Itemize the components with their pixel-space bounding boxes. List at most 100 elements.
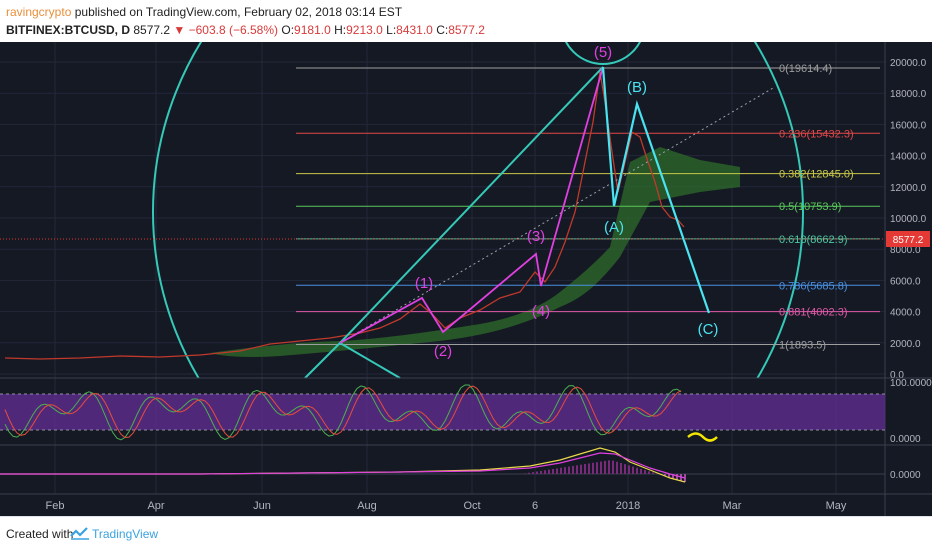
symbol-label[interactable]: BITFINEX:BTCUSD, D — [6, 23, 130, 37]
high-value: 9213.0 — [346, 23, 383, 37]
current-price-tag: 8577.2 — [886, 231, 930, 247]
price-series — [5, 72, 684, 359]
macd-histogram-bar — [620, 463, 622, 474]
ichimoku-cloud — [210, 147, 740, 357]
macd-histogram-bar — [628, 465, 630, 474]
time-axis[interactable]: Feb Apr Jun Aug Oct 6 2018 Mar May — [46, 500, 847, 512]
macd-histogram-bar — [528, 473, 530, 474]
time-tick-label: Mar — [723, 500, 742, 512]
time-tick-label: 2018 — [616, 500, 640, 512]
close-label: C: — [436, 23, 448, 37]
published-text: published on TradingView.com, February 0… — [75, 5, 402, 19]
time-tick-label: May — [826, 500, 847, 512]
price-tick-label: 14000.0 — [890, 152, 927, 163]
fib-level-label: 0.5(10753.9) — [779, 201, 841, 213]
correction-wave-label: (B) — [627, 79, 647, 96]
channel-line-low — [340, 343, 400, 378]
open-value: 9181.0 — [294, 23, 331, 37]
macd-histogram-bar — [632, 467, 634, 474]
impulse-wave-label: (1) — [415, 275, 433, 292]
macd-histogram-bar — [540, 471, 542, 474]
macd-line — [0, 448, 685, 482]
price-chart-svg[interactable]: 0(19614.4) 0.236(15432.3) 0.382(12845.0) 0.… — [0, 42, 932, 516]
macd-histogram-bar — [532, 472, 534, 474]
open-label: O: — [281, 23, 294, 37]
macd-histogram-bar — [548, 470, 550, 474]
macd-histogram-bar — [556, 468, 558, 474]
macd-histogram-bar — [652, 472, 654, 474]
macd-histogram-bar — [572, 466, 574, 474]
price-tick-label: 16000.0 — [890, 120, 927, 131]
fib-level-label: 0.881(4002.3) — [779, 307, 848, 319]
low-value: 8431.0 — [396, 23, 433, 37]
correction-wave-label: (C) — [698, 321, 719, 338]
macd-histogram-bar — [636, 468, 638, 474]
macd-histogram-bar — [584, 464, 586, 474]
fib-level-label: 0.382(12845.0) — [779, 169, 854, 181]
wave-labels: (1) (2) (3) (4) (5) (A) (B) (C) — [415, 44, 719, 360]
macd-histogram-bar — [536, 472, 538, 474]
impulse-wave-label: (2) — [434, 343, 452, 360]
chart-header: ravingcrypto published on TradingView.co… — [0, 0, 932, 42]
stoch-scale-0: 0.0000 — [890, 434, 921, 445]
macd-histogram-bar — [568, 467, 570, 474]
price-tick-label: 18000.0 — [890, 89, 927, 100]
symbol-line: BITFINEX:BTCUSD, D 8577.2 ▼ −603.8 (−6.5… — [6, 23, 485, 37]
time-tick-label: 6 — [532, 500, 538, 512]
publish-line: ravingcrypto published on TradingView.co… — [6, 5, 402, 19]
macd-scale-0: 0.0000 — [890, 470, 921, 481]
macd-histogram-bar — [552, 469, 554, 474]
macd-histogram-bar — [592, 463, 594, 474]
author-link[interactable]: ravingcrypto — [6, 5, 71, 19]
time-tick-label: Apr — [147, 500, 164, 512]
time-tick-label: Oct — [463, 500, 480, 512]
macd-histogram-bar — [648, 471, 650, 474]
stoch-projection — [688, 434, 717, 441]
low-label: L: — [386, 23, 396, 37]
tradingview-brand-link[interactable]: TradingView — [92, 527, 158, 541]
macd-histogram-bar — [588, 463, 590, 474]
chart-area[interactable]: 0(19614.4) 0.236(15432.3) 0.382(12845.0) 0.… — [0, 42, 932, 516]
stoch-scale-100: 100.0000 — [890, 378, 932, 389]
macd-histogram-bar — [580, 465, 582, 474]
impulse-wave-label: (4) — [532, 303, 550, 320]
macd-histogram-bar — [644, 470, 646, 474]
time-tick-label: Aug — [357, 500, 377, 512]
created-with-label: Created with — [6, 527, 73, 541]
tradingview-logo-icon — [70, 525, 90, 541]
macd-histogram-bar — [624, 464, 626, 474]
macd-histogram-bar — [676, 474, 678, 480]
macd-histogram-bar — [616, 462, 618, 474]
last-price: 8577.2 — [133, 23, 170, 37]
price-tick-label: 6000.0 — [890, 276, 921, 287]
time-tick-label: Feb — [46, 500, 65, 512]
time-tick-label: Jun — [253, 500, 271, 512]
impulse-wave-label: (3) — [527, 228, 545, 245]
fib-level-label: 0.236(15432.3) — [779, 128, 854, 140]
macd-histogram-bar — [564, 467, 566, 474]
macd-histogram-bar — [524, 473, 526, 474]
macd-histogram-bar — [596, 462, 598, 474]
macd-histogram-bar — [560, 468, 562, 474]
correction-wave-label: (A) — [604, 219, 624, 236]
macd-histogram-bar — [612, 461, 614, 474]
price-tick-label: 12000.0 — [890, 183, 927, 194]
fibonacci-retracement: 0(19614.4) 0.236(15432.3) 0.382(12845.0) 0.… — [296, 63, 880, 351]
macd-histogram-bar — [600, 462, 602, 474]
footer: Created with TradingView — [0, 516, 932, 551]
price-tick-label: 10000.0 — [890, 214, 927, 225]
price-change: −603.8 (−6.58%) — [189, 23, 278, 37]
macd-histogram-bar — [640, 469, 642, 474]
fib-level-label: 1(1893.5) — [779, 339, 826, 351]
macd-histogram-bar — [576, 465, 578, 474]
fib-level-label: 0(19614.4) — [779, 63, 832, 75]
macd-histogram-bar — [544, 470, 546, 474]
macd-histogram-bar — [608, 460, 610, 474]
fib-level-label: 0.786(5685.8) — [779, 280, 848, 292]
current-price-tag-label: 8577.2 — [893, 235, 924, 246]
impulse-wave-label: (5) — [594, 44, 612, 61]
high-label: H: — [334, 23, 346, 37]
price-scale[interactable]: 20000.018000.016000.014000.012000.010000… — [890, 58, 927, 381]
close-value: 8577.2 — [448, 23, 485, 37]
macd-histogram-bar — [604, 461, 606, 474]
